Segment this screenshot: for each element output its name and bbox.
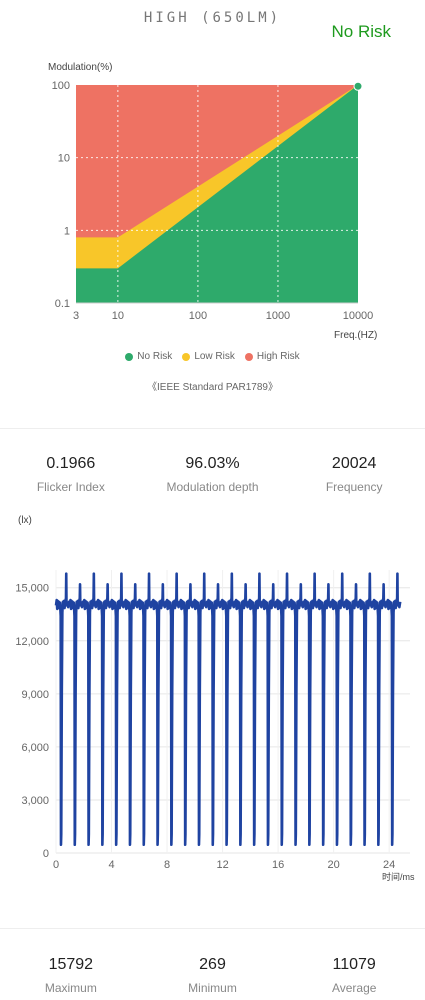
waveform-y-axis-title: (lx)	[18, 515, 32, 526]
risk-chart: 3 10 100 1000 10000 0.1 1 10 100	[52, 80, 374, 322]
risk-x-tick-label: 10	[112, 310, 124, 322]
waveform-y-tick-label: 12,000	[15, 636, 49, 648]
waveform-y-tick-label: 6,000	[21, 742, 49, 754]
waveform-x-tick-label: 8	[164, 859, 170, 871]
flicker-metrics: 0.1966 Flicker Index 96.03% Modulation d…	[0, 455, 425, 494]
waveform-x-tick-label: 24	[383, 859, 395, 871]
waveform-x-axis-title: 时间/ms	[382, 872, 415, 882]
legend-no-risk: No Risk	[125, 351, 172, 362]
modulation-depth-label: Modulation depth	[166, 480, 259, 494]
illuminance-metrics: 15792 Maximum 269 Minimum 11079 Average	[0, 956, 425, 995]
minimum-value: 269	[199, 956, 226, 973]
metric-minimum: 269 Minimum	[142, 956, 284, 995]
waveform-y-tick-label: 9,000	[21, 689, 49, 701]
waveform-x-tick-label: 0	[53, 859, 59, 871]
risk-y-tick-label: 100	[52, 80, 70, 92]
divider-top	[0, 428, 425, 429]
legend-high-risk: High Risk	[244, 351, 300, 362]
waveform-y-tick-label: 0	[43, 848, 49, 860]
legend-low-risk: Low Risk	[182, 351, 235, 362]
risk-legend: No Risk Low Risk High Risk	[0, 351, 425, 362]
average-value: 11079	[332, 956, 376, 973]
risk-x-tick-label: 3	[73, 310, 79, 322]
metric-frequency: 20024 Frequency	[283, 455, 425, 494]
frequency-value: 20024	[331, 455, 377, 472]
waveform-x-tick-label: 12	[216, 859, 228, 871]
flicker-index-value: 0.1966	[46, 455, 96, 472]
modulation-depth-value: 96.03%	[185, 455, 240, 472]
divider-bottom	[0, 928, 425, 929]
risk-chart-y-axis-title: Modulation(%)	[48, 62, 113, 73]
risk-status: No Risk	[331, 22, 391, 41]
waveform-x-tick-label: 16	[272, 859, 284, 871]
risk-x-tick-label: 100	[189, 310, 207, 322]
frequency-label: Frequency	[325, 480, 383, 494]
metric-average: 11079 Average	[283, 956, 425, 995]
waveform-y-tick-label: 15,000	[15, 583, 49, 595]
legend-low-risk-label: Low Risk	[194, 351, 235, 362]
measured-point	[353, 81, 363, 91]
legend-low-risk-swatch	[182, 352, 191, 361]
metric-maximum: 15792 Maximum	[0, 956, 142, 995]
metric-modulation-depth: 96.03% Modulation depth	[142, 455, 284, 494]
standard-reference: 《IEEE Standard PAR1789》	[147, 382, 278, 393]
average-label: Average	[331, 981, 377, 995]
waveform-x-tick-label: 20	[328, 859, 340, 871]
legend-high-risk-label: High Risk	[256, 351, 300, 362]
minimum-label: Minimum	[188, 981, 237, 995]
risk-y-tick-label: 1	[64, 225, 70, 237]
legend-no-risk-label: No Risk	[137, 351, 173, 362]
flicker-index-label: Flicker Index	[36, 480, 105, 494]
risk-y-tick-label: 0.1	[55, 298, 70, 310]
maximum-label: Maximum	[44, 981, 97, 995]
metric-flicker-index: 0.1966 Flicker Index	[0, 455, 142, 494]
no-risk-region	[76, 85, 358, 303]
waveform-series-line	[54, 572, 402, 846]
legend-no-risk-swatch	[125, 352, 134, 361]
legend-high-risk-swatch	[244, 352, 253, 361]
risk-y-tick-label: 10	[58, 153, 70, 165]
maximum-value: 15792	[48, 956, 94, 973]
risk-x-tick-label: 10000	[343, 310, 374, 322]
waveform-y-tick-label: 3,000	[21, 795, 49, 807]
waveform-x-tick-label: 4	[108, 859, 114, 871]
page-title: HIGH (650LM)	[143, 10, 282, 26]
risk-chart-x-axis-title: Freq.(HZ)	[334, 330, 378, 341]
risk-x-tick-label: 1000	[266, 310, 290, 322]
